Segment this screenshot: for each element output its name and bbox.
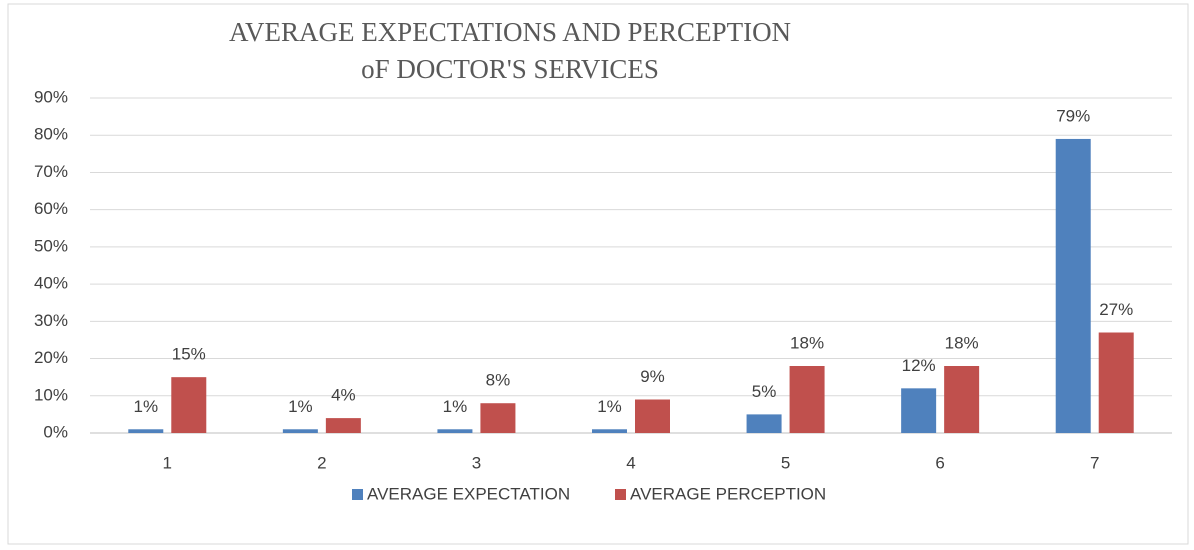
legend-label: AVERAGE EXPECTATION bbox=[367, 484, 570, 503]
data-label: 1% bbox=[597, 397, 622, 416]
bar bbox=[480, 403, 516, 433]
data-label: 1% bbox=[443, 397, 468, 416]
y-tick-label: 40% bbox=[34, 274, 68, 293]
data-label: 18% bbox=[945, 333, 979, 352]
legend-swatch bbox=[352, 489, 363, 500]
y-tick-label: 10% bbox=[34, 385, 68, 404]
data-label: 79% bbox=[1056, 106, 1090, 125]
data-label: 9% bbox=[640, 367, 665, 386]
data-label: 1% bbox=[288, 397, 313, 416]
x-tick-label: 1 bbox=[163, 453, 172, 472]
data-label: 27% bbox=[1099, 300, 1133, 319]
data-label: 5% bbox=[752, 382, 777, 401]
bar bbox=[592, 429, 627, 433]
bar bbox=[944, 366, 980, 433]
y-tick-label: 70% bbox=[34, 162, 68, 181]
chart-title: oF DOCTOR'S SERVICES bbox=[361, 54, 659, 84]
data-label: 15% bbox=[172, 345, 206, 364]
y-tick-label: 20% bbox=[34, 348, 68, 367]
y-tick-label: 50% bbox=[34, 236, 68, 255]
bar bbox=[789, 366, 825, 433]
data-label: 8% bbox=[486, 371, 511, 390]
bar bbox=[635, 399, 670, 433]
data-label: 4% bbox=[331, 386, 356, 405]
legend-label: AVERAGE PERCEPTION bbox=[630, 484, 826, 503]
bar bbox=[171, 377, 207, 433]
y-tick-label: 80% bbox=[34, 125, 68, 144]
y-tick-label: 60% bbox=[34, 199, 68, 218]
y-tick-label: 30% bbox=[34, 311, 68, 330]
legend-swatch bbox=[615, 489, 626, 500]
x-tick-label: 2 bbox=[317, 453, 326, 472]
y-tick-label: 90% bbox=[34, 87, 68, 106]
x-tick-label: 3 bbox=[472, 453, 481, 472]
chart-title: AVERAGE EXPECTATIONS AND PERCEPTION bbox=[229, 17, 791, 47]
x-tick-label: 6 bbox=[935, 453, 944, 472]
bar bbox=[1055, 138, 1091, 433]
y-tick-label: 0% bbox=[43, 422, 68, 441]
x-tick-label: 4 bbox=[626, 453, 635, 472]
bar bbox=[437, 429, 473, 433]
bar bbox=[746, 414, 782, 433]
chart-border bbox=[7, 3, 1189, 545]
data-label: 12% bbox=[902, 356, 936, 375]
x-tick-label: 5 bbox=[781, 453, 790, 472]
bar bbox=[128, 429, 164, 433]
x-tick-label: 7 bbox=[1090, 453, 1099, 472]
data-label: 1% bbox=[133, 397, 158, 416]
bar bbox=[325, 418, 361, 433]
bar bbox=[1098, 332, 1134, 433]
bar bbox=[282, 429, 318, 433]
bar bbox=[901, 388, 937, 433]
data-label: 18% bbox=[790, 333, 824, 352]
